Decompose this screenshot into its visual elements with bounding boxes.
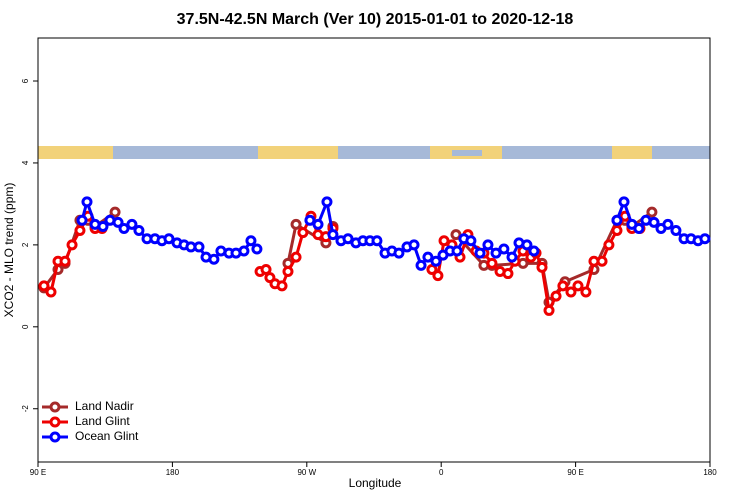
legend-marker [49, 416, 61, 428]
data-point [646, 206, 658, 218]
data-point [415, 259, 427, 271]
data-point [66, 239, 78, 251]
data-point [290, 251, 302, 263]
data-point [342, 233, 354, 245]
data-point [76, 214, 88, 226]
data-point [163, 233, 175, 245]
data-point [312, 218, 324, 230]
data-point [422, 251, 434, 263]
x-tick-label: 90 E [567, 468, 583, 477]
data-point [321, 196, 333, 208]
y-tick-label: 6 [21, 78, 30, 83]
data-point [618, 196, 630, 208]
series [76, 196, 711, 271]
data-point [580, 286, 592, 298]
data-point [528, 245, 540, 257]
data-point [408, 239, 420, 251]
data-point [498, 243, 510, 255]
data-point [426, 263, 438, 275]
data-point [430, 255, 442, 267]
data-point [572, 280, 584, 292]
data-point [670, 225, 682, 237]
map-strip [38, 146, 710, 159]
data-point [633, 222, 645, 234]
data-point [282, 266, 294, 278]
data-point [74, 225, 86, 237]
legend-marker [49, 401, 61, 413]
data-point [536, 261, 548, 273]
data-point [543, 304, 555, 316]
data-point [451, 245, 463, 257]
data-point [59, 255, 71, 267]
data-point [603, 239, 615, 251]
data-point [557, 280, 569, 292]
data-point [502, 268, 514, 280]
data-point [438, 235, 450, 247]
data-point [133, 225, 145, 237]
legend-label: Land Nadir [75, 399, 134, 413]
data-point [699, 233, 711, 245]
y-tick-label: 4 [21, 160, 30, 165]
data-point [393, 247, 405, 259]
data-point [327, 229, 339, 241]
data-point [490, 247, 502, 259]
data-point [662, 218, 674, 230]
data-point [371, 235, 383, 247]
data-point [276, 280, 288, 292]
data-point [465, 235, 477, 247]
y-tick-label: -2 [21, 405, 30, 413]
data-point [506, 251, 518, 263]
series [38, 210, 646, 316]
x-axis-title: Longitude [349, 476, 402, 490]
data-point [109, 206, 121, 218]
data-point [290, 218, 302, 230]
x-tick-label: 180 [166, 468, 180, 477]
data-point [611, 214, 623, 226]
x-tick-label: 180 [703, 468, 717, 477]
legend-label: Ocean Glint [75, 429, 139, 443]
data-point [245, 235, 257, 247]
x-tick-label: 90 E [30, 468, 46, 477]
data-point [193, 241, 205, 253]
data-point [521, 239, 533, 251]
legend-marker [49, 431, 61, 443]
data-point [611, 225, 623, 237]
data-point [450, 229, 462, 241]
data-point [38, 280, 50, 292]
data-point [474, 247, 486, 259]
data-point [251, 243, 263, 255]
legend-label: Land Glint [75, 414, 130, 428]
data-point [45, 286, 57, 298]
plot-frame [37, 37, 711, 463]
data-point [297, 227, 309, 239]
data-point [432, 270, 444, 282]
data-point [486, 257, 498, 269]
x-tick-label: 90 W [297, 468, 316, 477]
data-point [304, 214, 316, 226]
data-point [81, 196, 93, 208]
y-tick-label: 0 [21, 324, 30, 329]
data-point [482, 239, 494, 251]
data-point [208, 253, 220, 265]
chart-title: 37.5N-42.5N March (Ver 10) 2015-01-01 to… [177, 11, 574, 28]
data-point [97, 220, 109, 232]
data-point [565, 286, 577, 298]
data-point [126, 218, 138, 230]
y-axis-title: XCO2 - MLO trend (ppm) [2, 183, 16, 318]
data-point [596, 255, 608, 267]
data-point [648, 216, 660, 228]
x-tick-label: 0 [439, 468, 444, 477]
data-point [112, 216, 124, 228]
data-point [118, 222, 130, 234]
data-point [238, 245, 250, 257]
data-point [550, 290, 562, 302]
y-tick-label: 2 [21, 242, 30, 247]
data-point [260, 263, 272, 275]
